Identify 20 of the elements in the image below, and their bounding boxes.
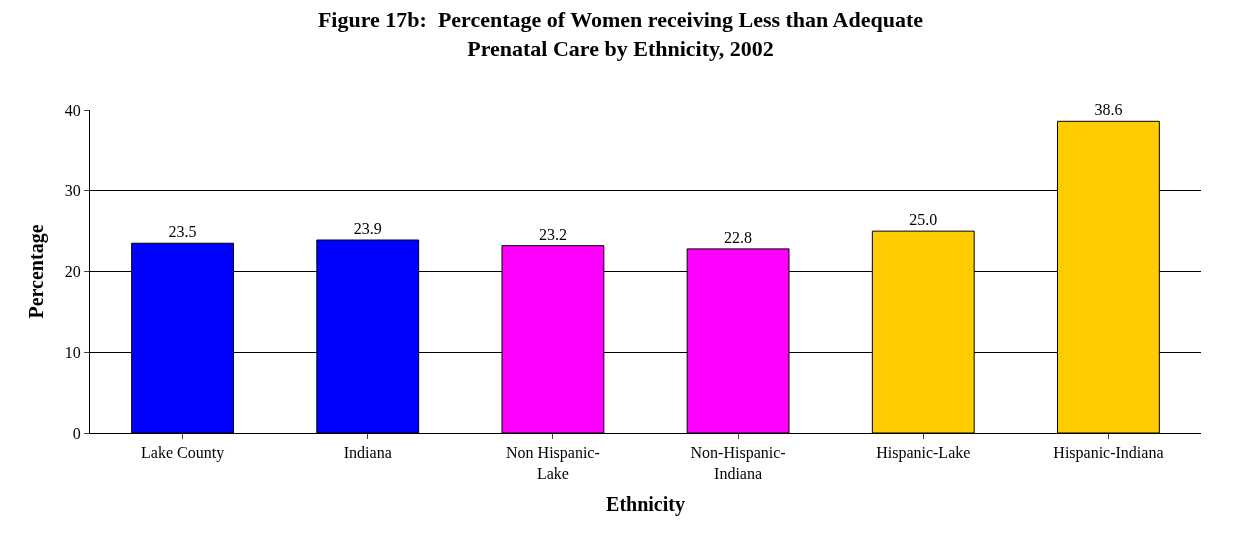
data-label: 23.9 <box>353 220 382 238</box>
x-tick-label: Non Hispanic- Lake <box>506 444 600 482</box>
x-tick-label: Lake County <box>141 444 225 463</box>
data-label: 23.2 <box>538 225 567 243</box>
y-tick-label: 0 <box>72 424 81 442</box>
x-tick-label: Hispanic-Indiana <box>1053 444 1164 463</box>
chart-title: Figure 17b: Percentage of Women receiving Less than Adequate Prenatal Care by Ethnicity, 2002 <box>317 7 924 61</box>
x-tick-label: Hispanic-Lake <box>876 444 971 463</box>
data-label: 38.6 <box>1094 101 1123 119</box>
x-tick-label: Indiana <box>343 444 392 462</box>
data-label: 23.5 <box>168 223 197 241</box>
y-tick-label: 40 <box>64 101 81 119</box>
data-label: 22.8 <box>724 228 753 246</box>
x-tick-label: Non-Hispanic- Indiana <box>690 444 786 482</box>
y-axis-title: Percentage <box>25 224 49 319</box>
y-tick-label: 20 <box>64 263 81 281</box>
y-tick-label: 30 <box>64 182 81 200</box>
data-label: 25.0 <box>909 211 938 229</box>
x-axis-title: Ethnicity <box>606 492 685 516</box>
y-tick-label: 10 <box>64 343 81 361</box>
